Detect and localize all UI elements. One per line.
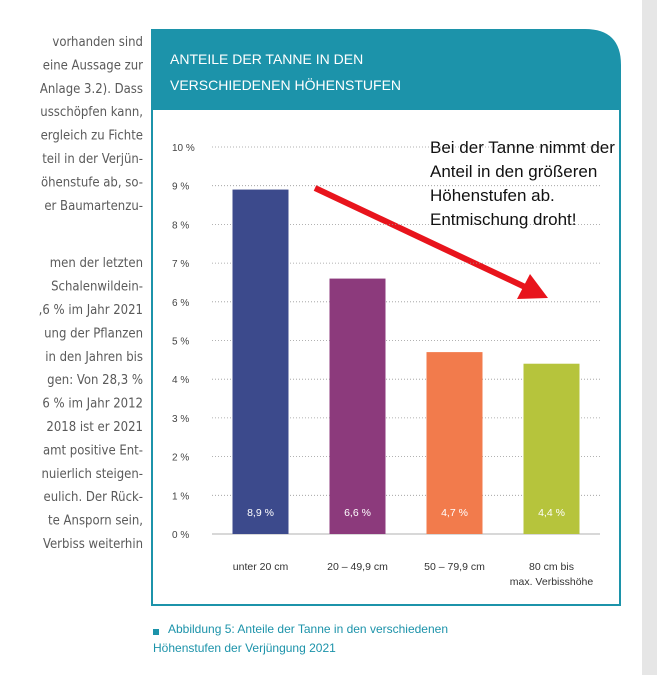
caption-bullet	[153, 629, 159, 635]
body-text-line: teil in der Verjün-	[42, 152, 143, 167]
y-tick-label: 0 %	[172, 530, 189, 541]
chart-title: VERSCHIEDENEN HÖHENSTUFEN	[170, 76, 401, 93]
x-tick-label: unter 20 cm	[233, 561, 289, 573]
arrow-head	[517, 274, 548, 299]
bar	[426, 352, 483, 534]
caption: Höhenstufen der Verjüngung 2021	[153, 641, 336, 655]
body-text-line: 6 % im Jahr 2012	[42, 397, 143, 412]
annotation: Anteil in den größeren	[430, 162, 597, 181]
body-text-line: ung der Pflanzen	[44, 326, 143, 341]
body-text-line: vorhanden sind	[52, 35, 143, 50]
body-text-line: öhenstufe ab, so-	[41, 175, 143, 190]
annotation: Bei der Tanne nimmt der	[430, 138, 615, 157]
y-tick-label: 9 %	[172, 182, 189, 193]
annotation: Entmischung droht!	[430, 210, 576, 229]
body-text-line: in den Jahren bis	[45, 350, 143, 365]
body-text-line: ergleich zu Fichte	[41, 129, 143, 144]
body-text-line: gen: Von 28,3 %	[47, 373, 143, 388]
y-tick-label: 2 %	[172, 453, 189, 464]
value-label: 4,4 %	[538, 507, 565, 519]
x-tick-label: max. Verbisshöhe	[510, 576, 594, 588]
x-tick-label: 50 – 79,9 cm	[424, 561, 485, 573]
y-tick-label: 3 %	[172, 414, 189, 425]
bar	[329, 278, 386, 534]
bar	[232, 189, 289, 534]
annotation: Höhenstufen ab.	[430, 186, 555, 205]
body-text-line: te Ansporn sein,	[48, 514, 143, 529]
chart-header	[152, 30, 620, 110]
body-text-line: Schalenwildein-	[51, 280, 143, 295]
y-tick-label: 8 %	[172, 220, 189, 231]
body-text-line: eine Aussage zur	[43, 58, 143, 73]
caption: Abbildung 5: Anteile der Tanne in den ve…	[168, 622, 448, 636]
y-tick-label: 5 %	[172, 337, 189, 348]
y-tick-label: 10 %	[172, 143, 195, 154]
body-text-line: nuierlich steigen-	[41, 467, 143, 482]
x-tick-label: 80 cm bis	[529, 561, 574, 573]
page-shadow	[642, 0, 657, 675]
body-text-line: eulich. Der Rück-	[44, 490, 144, 505]
y-tick-label: 4 %	[172, 375, 189, 386]
body-text-line: men der letzten	[50, 256, 143, 271]
body-text-line: Verbiss weiterhin	[43, 537, 143, 552]
chart-title: ANTEILE DER TANNE IN DEN	[170, 51, 363, 67]
body-text-line: amt positive Ent-	[43, 443, 143, 458]
body-text-line: 2018 ist er 2021	[46, 420, 143, 435]
body-text-line: usschöpfen kann,	[40, 105, 143, 120]
y-tick-label: 6 %	[172, 298, 189, 309]
arrow-shaft	[313, 185, 527, 290]
value-label: 8,9 %	[247, 507, 274, 519]
y-tick-label: 1 %	[172, 491, 189, 502]
value-label: 4,7 %	[441, 507, 468, 519]
body-text-line: ,6 % im Jahr 2021	[39, 303, 143, 318]
x-tick-label: 20 – 49,9 cm	[327, 561, 388, 573]
bar	[523, 363, 580, 534]
body-text-line: Anlage 3.2). Dass	[40, 82, 143, 97]
y-tick-label: 7 %	[172, 259, 189, 270]
body-text-line: er Baumartenzu-	[44, 199, 143, 214]
value-label: 6,6 %	[344, 507, 371, 519]
